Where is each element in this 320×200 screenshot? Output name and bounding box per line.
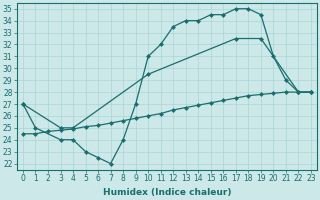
- X-axis label: Humidex (Indice chaleur): Humidex (Indice chaleur): [103, 188, 231, 197]
